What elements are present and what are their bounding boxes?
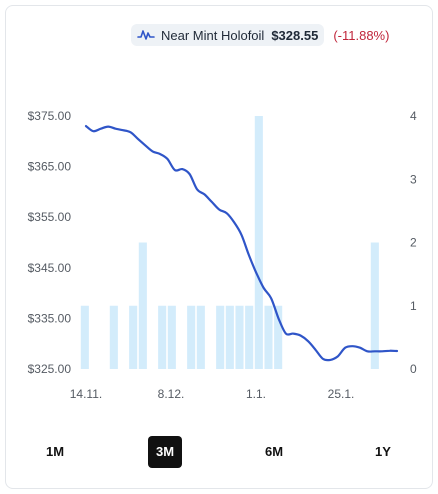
line-series-icon — [137, 30, 155, 40]
y-left-tick-label: $375.00 — [28, 109, 72, 123]
legend-series-name: Near Mint Holofoil — [161, 27, 265, 43]
range-button-1m[interactable]: 1M — [45, 444, 65, 459]
range-button-3m[interactable]: 3M — [148, 436, 182, 468]
y-left-tick-label: $335.00 — [28, 311, 72, 325]
time-range-selector: 1M 3M 6M 1Y — [0, 436, 438, 470]
x-tick-label: 8.12. — [158, 387, 185, 401]
price-line — [84, 125, 399, 362]
price-history-card — [5, 5, 433, 489]
legend-price-change: (-11.88%) — [333, 27, 390, 43]
volume-bar — [196, 305, 205, 369]
legend-current-price: $328.55 — [271, 27, 319, 43]
volume-bar — [80, 305, 89, 369]
y-right-tick-label: 0 — [410, 362, 417, 376]
chart-legend: Near Mint Holofoil $328.55 (-11.88%) — [131, 24, 389, 46]
x-tick-label: 14.11. — [70, 387, 102, 401]
y-left-tick-label: $365.00 — [28, 160, 72, 174]
x-tick-label: 25.1. — [328, 387, 355, 401]
x-axis-ticks: 14.11. 8.12. 1.1. 25.1. — [70, 387, 355, 401]
y-left-tick-label: $325.00 — [28, 362, 72, 376]
volume-bar — [187, 305, 196, 369]
volume-bar — [225, 305, 234, 369]
y-left-tick-label: $355.00 — [28, 210, 72, 224]
right-axis-ticks: 0 1 2 3 4 — [410, 109, 417, 376]
y-right-tick-label: 1 — [410, 299, 417, 313]
range-button-1y[interactable]: 1Y — [375, 444, 391, 459]
legend-series-item[interactable]: Near Mint Holofoil $328.55 — [131, 24, 325, 46]
y-left-tick-label: $345.00 — [28, 261, 72, 275]
volume-bar — [264, 305, 273, 369]
price-series-line — [84, 125, 399, 362]
volume-bar — [370, 242, 379, 369]
volume-bar — [235, 305, 244, 369]
volume-bar — [167, 305, 176, 369]
y-right-tick-label: 3 — [410, 172, 417, 186]
range-button-6m[interactable]: 6M — [264, 444, 284, 459]
volume-bar — [109, 305, 118, 369]
volume-bar — [216, 305, 225, 369]
volume-bar — [158, 305, 167, 369]
x-tick-label: 1.1. — [246, 387, 266, 401]
left-axis-ticks: $325.00 $335.00 $345.00 $355.00 $365.00 $375.… — [28, 109, 72, 376]
volume-bars — [80, 116, 379, 369]
volume-bar — [254, 116, 263, 369]
volume-bar — [138, 242, 147, 369]
volume-bar — [274, 305, 283, 369]
volume-bar — [129, 305, 138, 369]
volume-bar — [245, 305, 254, 369]
y-right-tick-label: 4 — [410, 109, 417, 123]
y-right-tick-label: 2 — [410, 236, 417, 250]
price-chart: $325.00 $335.00 $345.00 $355.00 $365.00 $375.… — [28, 109, 417, 401]
